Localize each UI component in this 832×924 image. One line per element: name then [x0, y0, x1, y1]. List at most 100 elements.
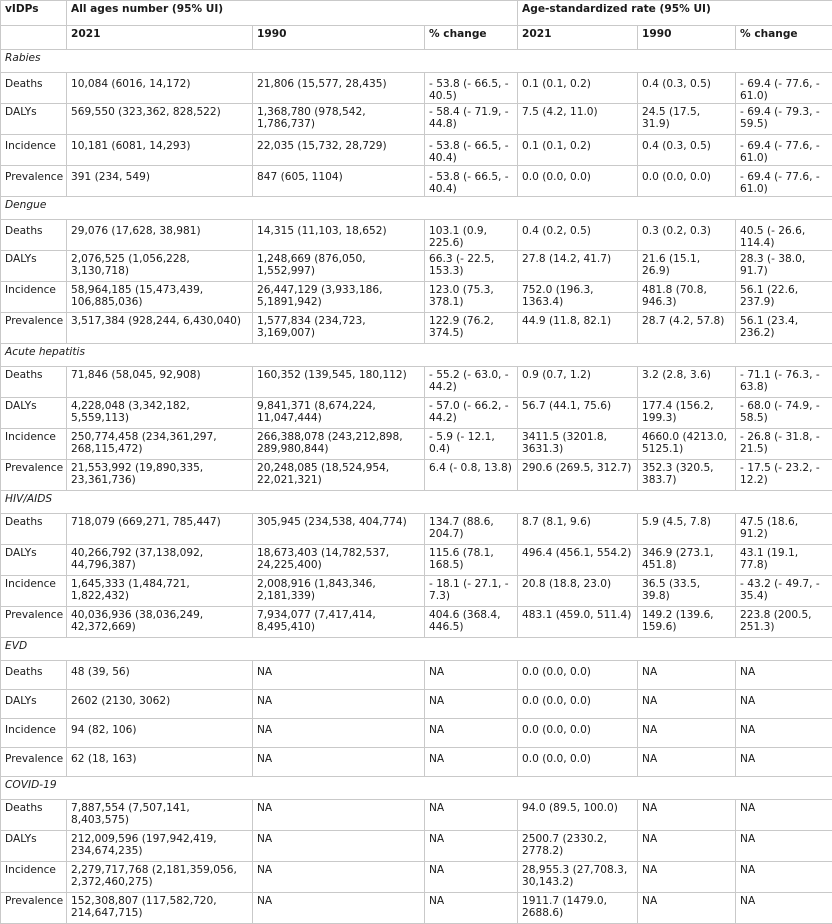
cell-all-2021: 391 (234, 549)	[67, 166, 253, 197]
cell-rate-1990: 0.0 (0.0, 0.0)	[638, 166, 736, 197]
cell-rate-2021: 7.5 (4.2, 11.0)	[518, 104, 638, 135]
cell-rate-2021: 0.1 (0.1, 0.2)	[518, 135, 638, 166]
cell-all-1990: NA	[253, 748, 425, 777]
cell-all-pct-change: NA	[425, 690, 518, 719]
cell-rate-2021: 56.7 (44.1, 75.6)	[518, 398, 638, 429]
cell-all-1990: 1,368,780 (978,542, 1,786,737)	[253, 104, 425, 135]
cell-all-1990: NA	[253, 690, 425, 719]
cell-all-pct-change: NA	[425, 748, 518, 777]
cell-rate-1990: 3.2 (2.8, 3.6)	[638, 367, 736, 398]
cell-measure: Incidence	[1, 719, 67, 748]
cell-all-1990: 26,447,129 (3,933,186, 5,1891,942)	[253, 282, 425, 313]
cell-rate-pct-change: - 69.4 (- 77.6, - 61.0)	[736, 73, 832, 104]
cell-rate-pct-change: NA	[736, 893, 832, 924]
cell-all-2021: 152,308,807 (117,582,720, 214,647,715)	[67, 893, 253, 924]
col-group-all-ages: All ages number (95% UI)	[67, 1, 518, 26]
cell-rate-2021: 0.0 (0.0, 0.0)	[518, 748, 638, 777]
cell-measure: DALYs	[1, 251, 67, 282]
cell-all-1990: 160,352 (139,545, 180,112)	[253, 367, 425, 398]
cell-all-pct-change: NA	[425, 831, 518, 862]
cell-rate-pct-change: 28.3 (- 38.0, 91.7)	[736, 251, 832, 282]
cell-all-pct-change: 103.1 (0.9, 225.6)	[425, 220, 518, 251]
cell-measure: Incidence	[1, 429, 67, 460]
cell-all-1990: 14,315 (11,103, 18,652)	[253, 220, 425, 251]
cell-rate-1990: 177.4 (156.2, 199.3)	[638, 398, 736, 429]
cell-measure: Deaths	[1, 367, 67, 398]
cell-all-2021: 2602 (2130, 3062)	[67, 690, 253, 719]
cell-all-2021: 3,517,384 (928,244, 6,430,040)	[67, 313, 253, 344]
cell-measure: Deaths	[1, 220, 67, 251]
cell-rate-2021: 1911.7 (1479.0, 2688.6)	[518, 893, 638, 924]
cell-rate-pct-change: NA	[736, 719, 832, 748]
cell-rate-1990: 36.5 (33.5, 39.8)	[638, 576, 736, 607]
cell-all-pct-change: - 55.2 (- 63.0, - 44.2)	[425, 367, 518, 398]
cell-all-pct-change: NA	[425, 661, 518, 690]
cell-measure: Prevalence	[1, 313, 67, 344]
section-title: HIV/AIDS	[1, 491, 832, 514]
cell-rate-1990: 0.3 (0.2, 0.3)	[638, 220, 736, 251]
col-header-rate-1990: 1990	[638, 26, 736, 50]
cell-rate-1990: NA	[638, 748, 736, 777]
cell-all-1990: 7,934,077 (7,417,414, 8,495,410)	[253, 607, 425, 638]
cell-rate-1990: NA	[638, 661, 736, 690]
cell-measure: Prevalence	[1, 460, 67, 491]
cell-rate-1990: 0.4 (0.3, 0.5)	[638, 135, 736, 166]
cell-rate-pct-change: 56.1 (23.4, 236.2)	[736, 313, 832, 344]
cell-rate-pct-change: - 69.4 (- 77.6, - 61.0)	[736, 166, 832, 197]
cell-rate-2021: 28,955.3 (27,708.3, 30,143.2)	[518, 862, 638, 893]
section-row: EVD	[1, 638, 832, 661]
cell-all-1990: NA	[253, 661, 425, 690]
cell-measure: Incidence	[1, 576, 67, 607]
cell-rate-1990: NA	[638, 893, 736, 924]
cell-all-2021: 29,076 (17,628, 38,981)	[67, 220, 253, 251]
cell-rate-1990: NA	[638, 690, 736, 719]
col-header-vidps: vIDPs	[1, 1, 67, 26]
cell-all-1990: NA	[253, 719, 425, 748]
cell-rate-1990: 21.6 (15.1, 26.9)	[638, 251, 736, 282]
cell-all-pct-change: 122.9 (76.2, 374.5)	[425, 313, 518, 344]
cell-measure: Incidence	[1, 862, 67, 893]
cell-measure: Prevalence	[1, 607, 67, 638]
cell-all-1990: 2,008,916 (1,843,346, 2,181,339)	[253, 576, 425, 607]
cell-all-1990: NA	[253, 831, 425, 862]
cell-rate-1990: 481.8 (70.8, 946.3)	[638, 282, 736, 313]
cell-measure: Prevalence	[1, 893, 67, 924]
cell-all-2021: 569,550 (323,362, 828,522)	[67, 104, 253, 135]
cell-rate-2021: 0.0 (0.0, 0.0)	[518, 690, 638, 719]
cell-rate-1990: 28.7 (4.2, 57.8)	[638, 313, 736, 344]
cell-rate-pct-change: - 43.2 (- 49.7, - 35.4)	[736, 576, 832, 607]
cell-rate-1990: 0.4 (0.3, 0.5)	[638, 73, 736, 104]
cell-all-2021: 40,036,936 (38,036,249, 42,372,669)	[67, 607, 253, 638]
cell-rate-2021: 27.8 (14.2, 41.7)	[518, 251, 638, 282]
cell-rate-pct-change: NA	[736, 748, 832, 777]
cell-all-pct-change: - 57.0 (- 66.2, - 44.2)	[425, 398, 518, 429]
cell-rate-pct-change: NA	[736, 831, 832, 862]
cell-all-1990: 20,248,085 (18,524,954, 22,021,321)	[253, 460, 425, 491]
cell-rate-2021: 94.0 (89.5, 100.0)	[518, 800, 638, 831]
cell-rate-2021: 3411.5 (3201.8, 3631.3)	[518, 429, 638, 460]
cell-rate-2021: 290.6 (269.5, 312.7)	[518, 460, 638, 491]
cell-all-pct-change: 404.6 (368.4, 446.5)	[425, 607, 518, 638]
cell-all-pct-change: - 53.8 (- 66.5, - 40.4)	[425, 166, 518, 197]
cell-rate-pct-change: - 17.5 (- 23.2, - 12.2)	[736, 460, 832, 491]
section-row: Acute hepatitis	[1, 344, 832, 367]
cell-all-pct-change: 134.7 (88.6, 204.7)	[425, 514, 518, 545]
cell-measure: Deaths	[1, 800, 67, 831]
cell-rate-1990: 4660.0 (4213.0, 5125.1)	[638, 429, 736, 460]
cell-rate-1990: NA	[638, 862, 736, 893]
cell-all-1990: 22,035 (15,732, 28,729)	[253, 135, 425, 166]
